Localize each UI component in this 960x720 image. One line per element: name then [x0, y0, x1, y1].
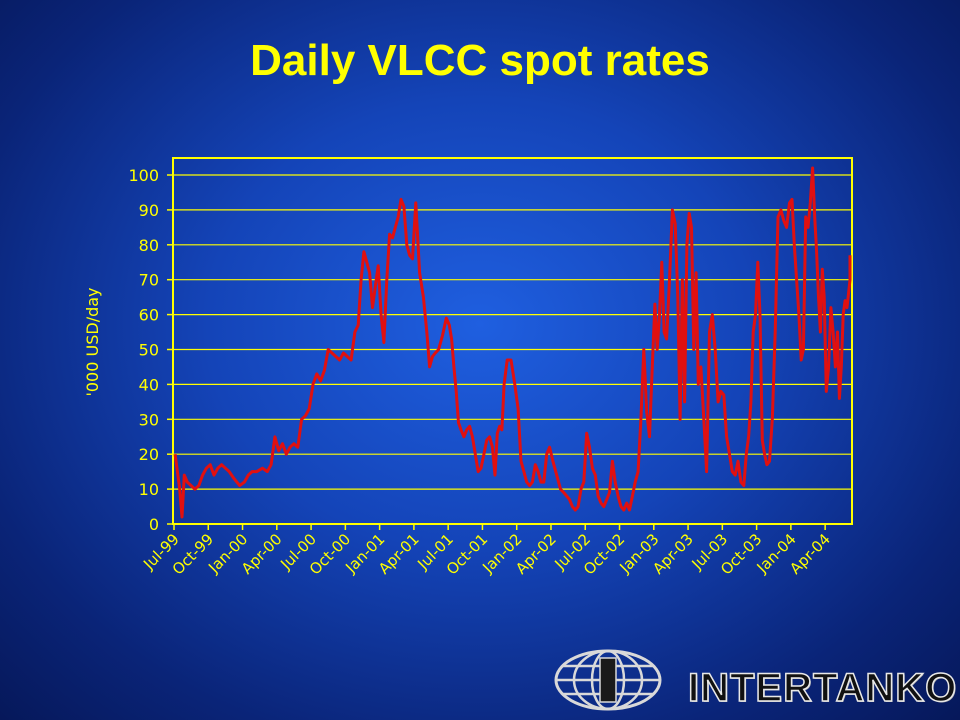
y-tick-label: 80 — [139, 236, 159, 255]
series-line — [173, 166, 852, 519]
chart-gridlines — [173, 174, 852, 490]
y-tick-label: 40 — [139, 375, 159, 394]
chart-axes — [172, 157, 853, 525]
y-tick-label: 0 — [149, 515, 159, 534]
y-axis-label: '000 USD/day — [83, 287, 102, 396]
plot-frame — [172, 157, 853, 525]
y-tick-label: 70 — [139, 271, 159, 290]
brand-name: INTERTANKO — [687, 665, 958, 711]
intertanko-globe-logo — [554, 649, 662, 711]
y-tick-label: 50 — [139, 341, 159, 360]
y-axis-ticks: 0 10 20 30 40 50 60 70 80 90 100 — [128, 166, 173, 534]
y-tick-label: 10 — [139, 480, 159, 499]
y-tick-label: 30 — [139, 410, 159, 429]
y-tick-label: 100 — [128, 166, 159, 185]
y-tick-label: 60 — [139, 306, 159, 325]
slide-title: Daily VLCC spot rates — [250, 36, 710, 85]
y-tick-label: 20 — [139, 445, 159, 464]
chart-series — [173, 166, 852, 519]
y-tick-label: 90 — [139, 201, 159, 220]
x-axis-ticks: Jul-99Oct-99Jan-00Apr-00Jul-00Oct-00Jan-… — [139, 524, 834, 578]
